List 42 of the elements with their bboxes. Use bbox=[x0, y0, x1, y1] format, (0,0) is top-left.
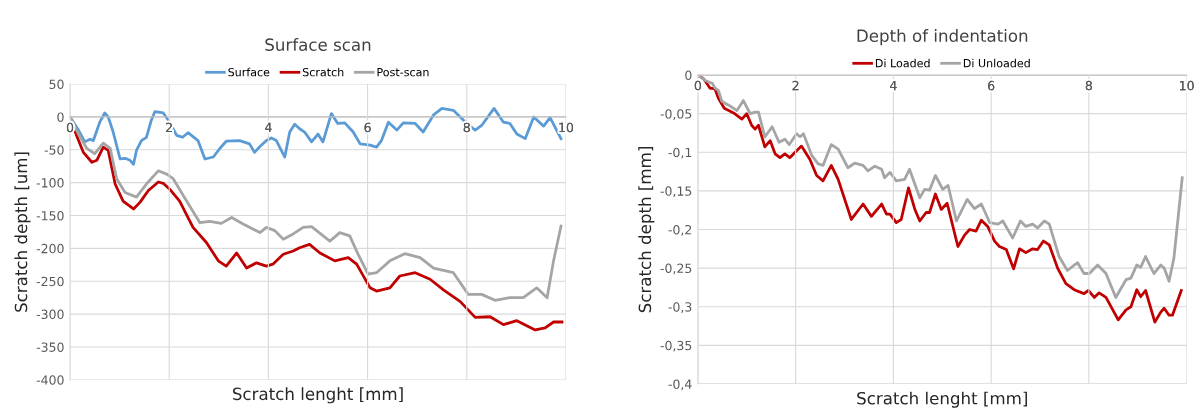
x-tick-label: 8 bbox=[1085, 80, 1093, 91]
y-axis-title: Scratch depth [mm] bbox=[638, 147, 655, 313]
x-tick-label: 0 bbox=[694, 80, 702, 91]
x-tick-label: 6 bbox=[988, 80, 995, 91]
legend-label: Di Loaded bbox=[875, 58, 930, 68]
x-tick-label: 10 bbox=[559, 122, 574, 133]
legend-label: Scratch bbox=[302, 67, 344, 77]
y-tick-label: -200 bbox=[36, 243, 64, 254]
y-tick-label: -350 bbox=[36, 342, 64, 352]
x-tick-label: 2 bbox=[792, 80, 799, 91]
chart-title: Surface scan bbox=[265, 38, 371, 51]
y-tick-label: -0,1 bbox=[668, 147, 692, 159]
x-tick-label: 10 bbox=[1180, 80, 1194, 91]
y-tick-label: -150 bbox=[36, 210, 64, 221]
y-axis-title: Scratch depth [um] bbox=[14, 152, 31, 312]
y-tick-label: -0,15 bbox=[660, 186, 692, 198]
x-axis-title: Scratch lenght [mm] bbox=[232, 387, 403, 404]
y-tick-label: -0,3 bbox=[668, 302, 692, 313]
chart-title: Depth of indentation bbox=[857, 29, 1028, 46]
y-tick-label: -0,4 bbox=[668, 379, 692, 391]
y-tick-label: -100 bbox=[36, 178, 64, 188]
legend-label: Di Unloaded bbox=[963, 58, 1030, 68]
legend-label: Post-scan bbox=[377, 68, 429, 77]
legend-label: Surface bbox=[228, 67, 270, 77]
y-tick-label: -50 bbox=[44, 145, 64, 155]
y-tick-label: -300 bbox=[36, 309, 64, 320]
y-tick-label: 50 bbox=[49, 79, 64, 89]
y-tick-label: -0,35 bbox=[660, 340, 692, 352]
y-tick-label: 0 bbox=[685, 70, 692, 80]
y-tick-label: 0 bbox=[57, 112, 64, 122]
x-tick-label: 2 bbox=[166, 122, 172, 132]
x-tick-label: 8 bbox=[463, 122, 470, 133]
y-tick-label: -0,25 bbox=[660, 263, 692, 275]
x-tick-label: 4 bbox=[265, 122, 272, 132]
x-tick-label: 6 bbox=[364, 122, 371, 133]
y-tick-label: -400 bbox=[36, 375, 64, 385]
y-tick-label: -0,05 bbox=[660, 109, 692, 120]
x-tick-label: 4 bbox=[890, 81, 897, 91]
y-tick-label: -0,2 bbox=[668, 224, 692, 236]
x-tick-label: 0 bbox=[66, 122, 74, 133]
y-tick-label: -250 bbox=[36, 276, 64, 287]
x-axis-title: Scratch lenght [mm] bbox=[857, 391, 1027, 408]
